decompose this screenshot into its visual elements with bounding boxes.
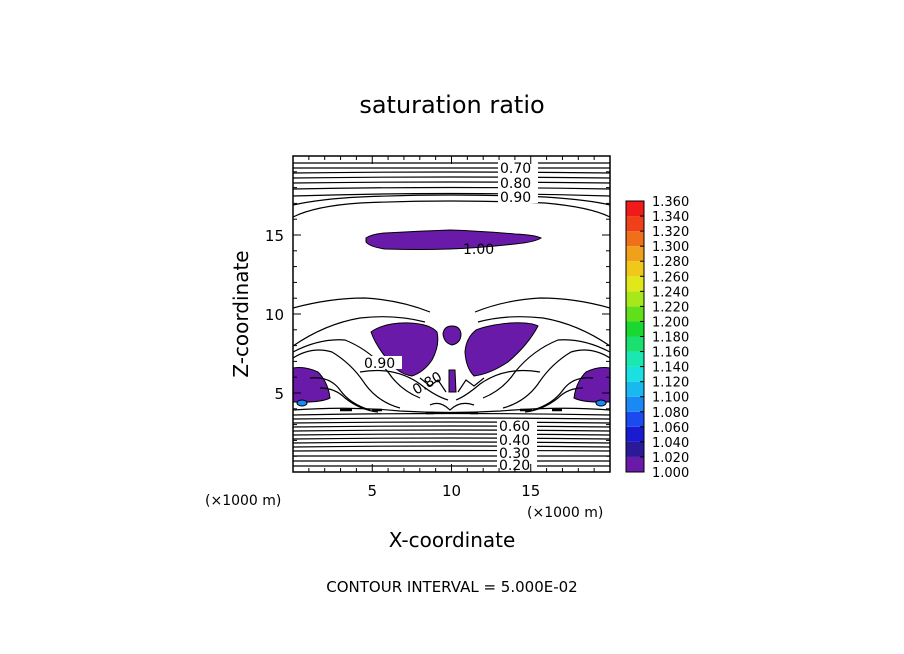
colorbar-label: 1.280 bbox=[652, 255, 689, 270]
colorbar-label: 1.080 bbox=[652, 406, 689, 421]
colorbar-label: 1.020 bbox=[652, 451, 689, 466]
x-tick-label: 5 bbox=[367, 482, 377, 500]
colorbar-label: 1.260 bbox=[652, 270, 689, 285]
colorbar-label: 1.300 bbox=[652, 240, 689, 255]
plot-area: 0.70 0.80 0.90 1.00 0.90 0.80 0.60 0.40 … bbox=[293, 156, 610, 474]
colorbar-swatch bbox=[626, 276, 644, 292]
colorbar-swatch bbox=[626, 351, 644, 367]
colorbar: 1.0001.0201.0401.0601.0801.1001.1201.140… bbox=[625, 195, 689, 481]
colorbar-label: 1.100 bbox=[652, 391, 689, 406]
colorbar-swatch bbox=[626, 381, 644, 397]
colorbar-label: 1.240 bbox=[652, 285, 689, 300]
colorbar-swatch bbox=[626, 246, 644, 262]
y-tick-label: 10 bbox=[265, 306, 284, 324]
colorbar-swatch bbox=[626, 441, 644, 457]
contour-label-060: 0.60 bbox=[499, 419, 530, 435]
region-central-blob bbox=[442, 325, 462, 346]
contour-label-090-left: 0.90 bbox=[364, 356, 395, 372]
y-tick-label: 5 bbox=[274, 385, 284, 403]
colorbar-swatch bbox=[626, 321, 644, 337]
colorbar-label: 1.000 bbox=[652, 466, 689, 481]
colorbar-label: 1.220 bbox=[652, 300, 689, 315]
colorbar-swatch bbox=[626, 396, 644, 412]
colorbar-label: 1.060 bbox=[652, 421, 689, 436]
colorbar-swatch bbox=[626, 261, 644, 277]
colorbar-label: 1.180 bbox=[652, 331, 689, 346]
region-right-edge bbox=[573, 367, 610, 403]
x-tick-label: 15 bbox=[521, 482, 540, 500]
contour-label-080: 0.80 bbox=[500, 176, 531, 192]
tick-labels: 5 10 15 5 10 15 bbox=[265, 227, 540, 500]
contour-interval-note: CONTOUR INTERVAL = 5.000E-02 bbox=[326, 578, 577, 596]
x-unit-label: (×1000 m) bbox=[527, 505, 603, 521]
colorbar-swatch bbox=[626, 366, 644, 382]
contour-label-040: 0.40 bbox=[499, 433, 530, 449]
chart-title: saturation ratio bbox=[359, 91, 544, 119]
colorbar-label: 1.360 bbox=[652, 195, 689, 210]
colorbar-label: 1.040 bbox=[652, 436, 689, 451]
contour-label-020: 0.20 bbox=[499, 458, 530, 474]
region-central-column bbox=[448, 369, 457, 393]
colorbar-swatch bbox=[626, 411, 644, 427]
y-unit-label: (×1000 m) bbox=[205, 493, 281, 509]
colorbar-label: 1.320 bbox=[652, 225, 689, 240]
colorbar-swatch bbox=[626, 306, 644, 322]
cyan-spots bbox=[296, 399, 607, 407]
colorbar-swatch bbox=[626, 336, 644, 352]
plot-frame bbox=[292, 155, 611, 473]
mixing-layer-marks bbox=[340, 408, 562, 415]
y-tick-label: 15 bbox=[265, 227, 284, 245]
contour-label-070: 0.70 bbox=[500, 161, 531, 177]
contour-label-100: 1.00 bbox=[463, 242, 494, 258]
contour-labels: 0.70 0.80 0.90 1.00 0.90 0.80 0.60 0.40 … bbox=[362, 161, 538, 474]
colorbar-swatch bbox=[626, 426, 644, 442]
region-right-lobe bbox=[464, 322, 539, 377]
filled-regions bbox=[293, 229, 610, 403]
colorbar-label: 1.120 bbox=[652, 376, 689, 391]
contour-label-090: 0.90 bbox=[500, 190, 531, 206]
colorbar-swatch bbox=[626, 291, 644, 307]
x-axis-label: X-coordinate bbox=[389, 528, 516, 552]
colorbar-swatch bbox=[626, 201, 644, 217]
tick-marks bbox=[293, 156, 610, 472]
colorbar-swatch bbox=[626, 216, 644, 232]
region-upper-band bbox=[365, 229, 542, 250]
region-left-edge bbox=[293, 367, 331, 403]
x-tick-label: 10 bbox=[442, 482, 461, 500]
colorbar-label: 1.140 bbox=[652, 361, 689, 376]
colorbar-label: 1.200 bbox=[652, 315, 689, 330]
colorbar-swatch bbox=[626, 456, 644, 472]
y-axis-label: Z-coordinate bbox=[229, 250, 253, 377]
colorbar-label: 1.160 bbox=[652, 346, 689, 361]
colorbar-swatch bbox=[626, 231, 644, 247]
colorbar-label: 1.340 bbox=[652, 210, 689, 225]
